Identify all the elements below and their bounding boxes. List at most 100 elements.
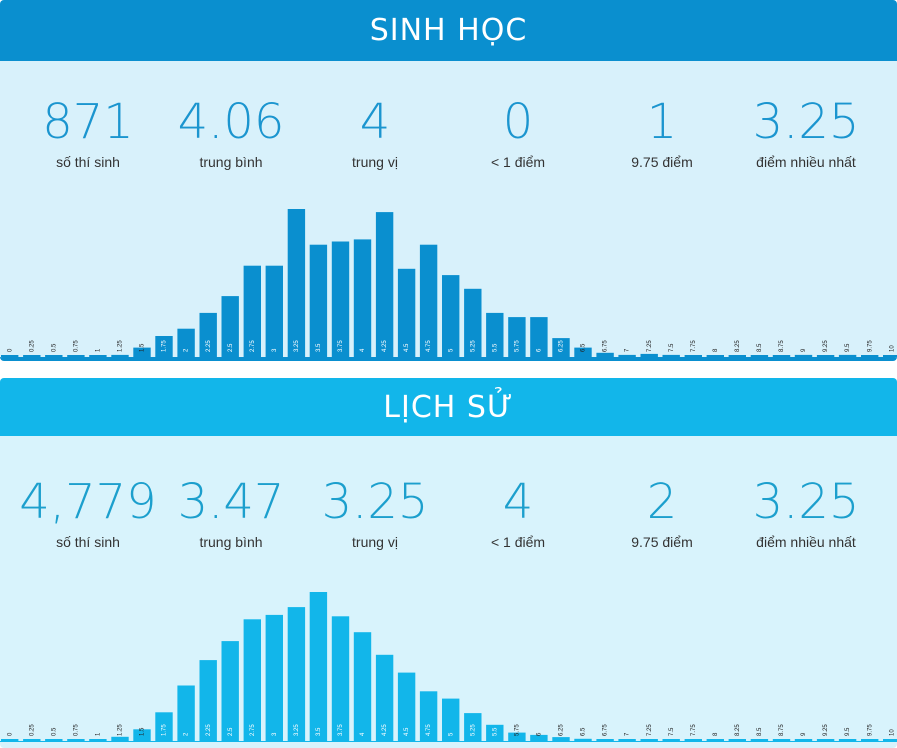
tick-label: 8.5: [757, 343, 763, 352]
bar-1.5: [133, 729, 151, 741]
stat-label: số thí sinh: [56, 534, 120, 550]
bar-0.25: [23, 355, 41, 357]
stat-label: trung bình: [199, 154, 263, 170]
tick-label: 6.5: [581, 343, 587, 352]
tick-label: 2: [184, 348, 190, 352]
tick-label: 4.5: [404, 343, 410, 352]
tick-label: 4.75: [426, 724, 432, 736]
tick-label: 0.75: [73, 724, 79, 736]
tick-label: 3: [272, 348, 278, 352]
stat-value: 3.25: [752, 94, 860, 150]
panel-title: SINH HỌC: [0, 0, 897, 61]
bar-5.5: [486, 312, 504, 357]
tick-label: 7.5: [669, 727, 675, 736]
stat-median: 4 trung vị: [300, 96, 450, 170]
tick-label: 2.25: [206, 724, 212, 736]
tick-label: 5.25: [470, 724, 476, 736]
tick-label: 0.5: [51, 343, 57, 352]
tick-label: 1.5: [140, 343, 146, 352]
bar-1: [89, 355, 107, 357]
tick-label: 3.75: [338, 724, 344, 736]
stat-value: 3.25: [321, 474, 429, 530]
stat-label: < 1 điểm: [490, 154, 546, 170]
stat-975: 1 9.75 điểm: [587, 96, 737, 170]
tick-label: 1.5: [140, 727, 146, 736]
stat-value: 4: [359, 94, 391, 150]
stat-label: số thí sinh: [56, 154, 120, 170]
bar-0: [1, 739, 19, 741]
bar-1.5: [133, 347, 151, 357]
tick-label: 8.75: [779, 340, 785, 352]
tick-label: 2.5: [228, 343, 234, 352]
bar-2.75: [243, 265, 261, 357]
tick-label: 8: [713, 732, 719, 736]
tick-label: 4.75: [426, 340, 432, 352]
stat-median: 3.25 trung vị: [300, 476, 450, 550]
tick-label: 0.5: [51, 727, 57, 736]
bar-2.75: [243, 619, 261, 741]
tick-label: 1: [95, 732, 101, 736]
tick-label: 7.25: [647, 340, 653, 352]
x-axis-baseline: [0, 741, 897, 742]
stat-label: 9.75 điểm: [631, 154, 693, 170]
bar-0.25: [23, 739, 41, 741]
stat-value: 871: [42, 94, 134, 150]
bar-0.75: [67, 739, 85, 741]
stat-mean: 3.47 trung bình: [156, 476, 306, 550]
tick-label: 5.75: [514, 340, 520, 352]
stat-label: < 1 điểm: [490, 534, 546, 550]
tick-label: 6.5: [581, 727, 587, 736]
tick-label: 9.25: [823, 340, 829, 352]
tick-label: 3.75: [338, 340, 344, 352]
bar-6.5: [574, 738, 592, 741]
bar-9: [794, 739, 813, 741]
tick-label: 4: [360, 348, 366, 352]
tick-label: 7.25: [647, 724, 653, 736]
bar-4.75: [419, 244, 438, 357]
tick-label: 1: [95, 348, 101, 352]
bar-9: [794, 354, 813, 357]
bar-10: [883, 355, 897, 357]
stat-label: trung vị: [352, 154, 398, 170]
bar-0.75: [67, 355, 85, 357]
bar-9.5: [838, 739, 857, 741]
bar-9.25: [816, 355, 835, 357]
bar-6.75: [596, 352, 614, 357]
bar-7: [618, 739, 636, 741]
bar-5.25: [464, 288, 482, 357]
bar-2.5: [221, 641, 239, 741]
stat-value: 4.06: [177, 94, 285, 150]
tick-label: 0.25: [29, 340, 35, 352]
bar-8.75: [772, 739, 791, 741]
bar-1.25: [111, 354, 129, 357]
bar-5.5: [486, 724, 504, 741]
tick-label: 2.75: [250, 724, 256, 736]
tick-label: 3.25: [294, 340, 300, 352]
bar-3.5: [309, 592, 328, 741]
bar-7.5: [662, 739, 680, 741]
stat-value: 2: [646, 474, 678, 530]
tick-label: 8.25: [735, 724, 741, 736]
tick-label: 8: [713, 348, 719, 352]
bar-2.25: [199, 660, 217, 741]
stat-value: 0: [502, 94, 534, 150]
bar-1: [89, 739, 107, 741]
tick-label: 6.75: [603, 340, 609, 352]
stat-label: điểm nhiều nhất: [756, 534, 856, 550]
tick-label: 9.75: [867, 724, 873, 736]
tick-label: 5: [448, 732, 454, 736]
tick-label: 10: [889, 729, 895, 736]
bar-5.75: [508, 732, 526, 741]
bar-3.25: [287, 607, 306, 741]
bar-8.75: [772, 355, 791, 357]
tick-label: 7.75: [691, 340, 697, 352]
tick-label: 7.75: [691, 724, 697, 736]
bar-10: [883, 739, 897, 741]
bar-6.25: [552, 338, 570, 357]
bar-9.75: [861, 355, 879, 357]
stat-value: 1: [646, 94, 678, 150]
tick-label: 7: [625, 732, 631, 736]
bar-0.5: [45, 739, 63, 741]
bar-7.25: [640, 353, 658, 357]
tick-label: 3.5: [316, 343, 322, 352]
